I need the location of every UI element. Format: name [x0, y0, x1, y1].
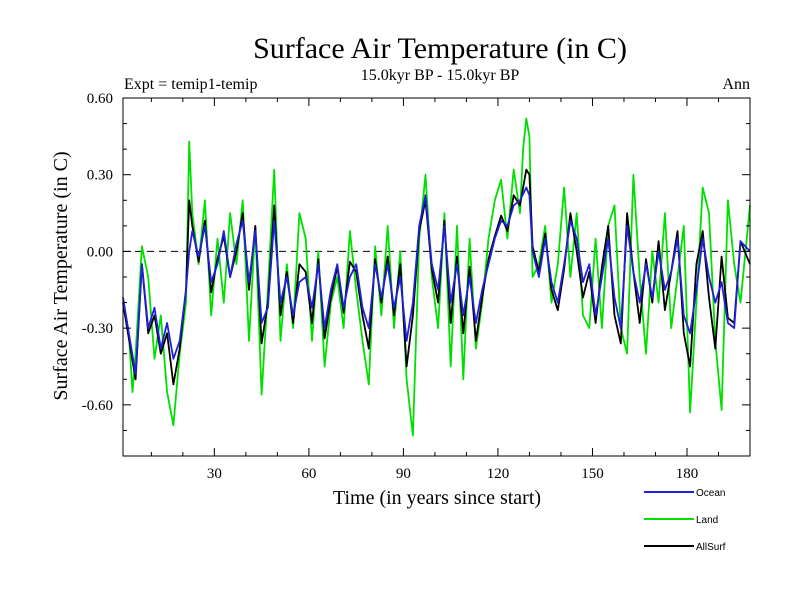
- season-label: Ann: [722, 76, 750, 93]
- plot-area: 30 60 90 120 150 180 0.60 0.30 0.00 -0.30 -0.60: [82, 91, 751, 482]
- legend: Ocean Land AllSurf: [644, 488, 726, 553]
- x-tick-label: 60: [301, 466, 316, 482]
- chart-title: Surface Air Temperature (in C): [253, 32, 627, 65]
- chart-subtitle: 15.0kyr BP - 15.0kyr BP: [361, 67, 520, 84]
- x-tick-label: 90: [396, 466, 411, 482]
- y-axis-label: Surface Air Temperature (in C): [50, 151, 72, 400]
- y-tick-label: 0.30: [87, 168, 113, 184]
- legend-label-allsurf: AllSurf: [696, 542, 726, 553]
- legend-label-ocean: Ocean: [696, 488, 725, 499]
- x-tick-label: 180: [676, 466, 699, 482]
- legend-entry-land: Land: [644, 515, 718, 526]
- x-tick-label: 120: [487, 466, 510, 482]
- y-tick-label: 0.00: [87, 244, 113, 260]
- experiment-label: Expt = temip1-temip: [124, 76, 257, 93]
- series-line-ocean: [122, 186, 751, 376]
- legend-entry-allsurf: AllSurf: [644, 542, 726, 553]
- x-tick-label: 30: [207, 466, 222, 482]
- x-tick-label: 150: [581, 466, 604, 482]
- legend-entry-ocean: Ocean: [644, 488, 725, 499]
- y-tick-label: 0.60: [87, 91, 113, 107]
- y-tick-label: -0.30: [82, 321, 113, 337]
- x-axis-label: Time (in years since start): [333, 487, 541, 509]
- series-line-land: [122, 117, 751, 437]
- y-tick-label: -0.60: [82, 398, 113, 414]
- legend-label-land: Land: [696, 515, 718, 526]
